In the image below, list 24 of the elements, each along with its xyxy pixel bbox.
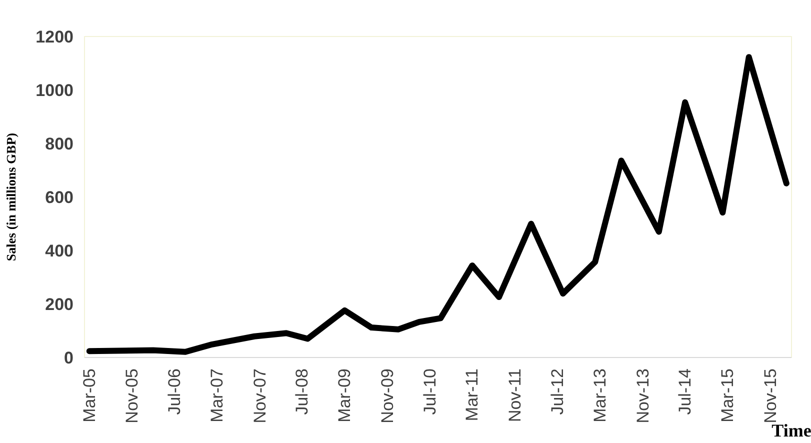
x-tick-label: Jul-12	[548, 368, 568, 415]
x-tick-label: Mar-15	[718, 368, 738, 422]
y-tick-label: 1200	[36, 28, 74, 46]
x-tick-label: Jul-10	[420, 368, 440, 415]
x-tick-label: Mar-07	[207, 368, 226, 422]
y-tick-label: 600	[45, 188, 74, 207]
y-tick-label: 0	[64, 348, 74, 368]
x-tick-label: Mar-05	[80, 368, 99, 422]
x-tick-label: Nov-11	[506, 368, 525, 422]
x-tick-label: Mar-09	[335, 368, 354, 422]
y-tick-label: 200	[45, 295, 74, 314]
y-tick-label: 800	[45, 134, 74, 154]
y-tick-label: 1000	[36, 81, 74, 100]
x-tick-label: Jul-06	[164, 368, 184, 415]
x-tick-label: Nov-13	[633, 368, 652, 424]
x-tick-label: Mar-13	[590, 368, 610, 422]
x-tick-label: Jul-14	[676, 368, 695, 415]
y-axis-title: Sales (in millions GBP)	[4, 132, 19, 262]
y-tick-label: 400	[45, 242, 74, 260]
x-tick-label: Nov-05	[122, 368, 142, 424]
x-tick-label: Jul-08	[292, 368, 312, 415]
x-tick-label: Nov-09	[378, 368, 397, 424]
x-tick-label: Mar-11	[462, 368, 482, 422]
x-tick-label: Nov-07	[250, 368, 270, 424]
